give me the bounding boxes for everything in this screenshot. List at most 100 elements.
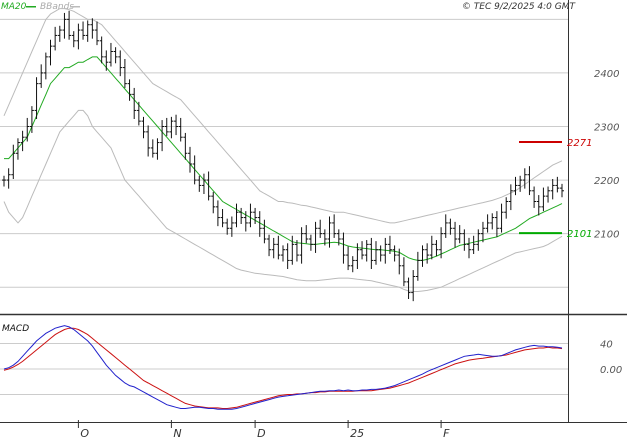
macd-signal-line (3, 327, 563, 409)
ohlc-bar (155, 138, 160, 160)
ohlc-bar (215, 200, 220, 227)
ohlc-bar (322, 229, 327, 246)
ohlc-bar (439, 227, 444, 259)
ohlc-bar (360, 241, 365, 260)
ohlc-bar (536, 195, 541, 216)
ohlc-bar (169, 116, 174, 139)
x-axis: O N D 25 F (77, 420, 450, 440)
ohlc-bar (146, 125, 151, 157)
ohlc-bar (332, 214, 337, 238)
ohlc-bar (29, 106, 34, 133)
ohlc-bar (234, 203, 239, 228)
ohlc-bar (355, 243, 360, 269)
ohlc-bar (90, 18, 95, 39)
ohlc-bar (518, 175, 523, 192)
x-axis-label: N (173, 427, 181, 440)
macd-title: MACD (2, 324, 29, 334)
ohlc-bar (239, 207, 244, 224)
ohlc-bar (387, 235, 392, 254)
ohlc-bar (11, 144, 16, 179)
resistance-level-label: 2271 (567, 138, 592, 149)
ohlc-bar (494, 211, 499, 237)
ohlc-bar (39, 64, 44, 88)
ohlc-bar (425, 243, 430, 264)
ohlc-bar (229, 216, 234, 237)
timestamp: © TEC 9/2/2025 4:0 GMT (462, 2, 577, 12)
ohlc-bar (346, 246, 351, 271)
price-y-tick-label: 2200 (594, 176, 619, 187)
ohlc-bar (15, 138, 20, 160)
ohlc-bar (276, 235, 281, 260)
ohlc-bar (53, 26, 58, 51)
ohlc-bar (453, 221, 458, 248)
ohlc-bar (206, 171, 211, 201)
ohlc-bar (327, 216, 332, 248)
ohlc-bar (178, 117, 183, 142)
ohlc-bar (48, 39, 53, 66)
ohlc-bar (304, 225, 309, 244)
ohlc-bar (243, 211, 248, 232)
ohlc-bar (95, 21, 99, 46)
ohlc-bar (318, 219, 323, 238)
ohlc-bar (485, 214, 490, 233)
ohlc-bar (164, 117, 169, 137)
ohlc-bar (253, 207, 258, 224)
ohlc-bar (225, 218, 230, 235)
ohlc-bar (550, 179, 555, 200)
bband-lower-line (3, 109, 563, 292)
ohlc-bar (313, 221, 318, 253)
ohlc-bar (211, 191, 216, 214)
ohlc-bar (20, 130, 25, 152)
ohlc-bar (462, 229, 467, 251)
ohlc-bar (122, 59, 127, 88)
macd-main-line (3, 325, 563, 410)
x-axis-label: F (443, 427, 450, 440)
ohlc-bar (136, 101, 141, 126)
ohlc-bar (350, 256, 355, 273)
ohlc-bar (504, 197, 509, 219)
ohlc-bar (108, 42, 113, 67)
ohlc-bar (257, 211, 262, 237)
price-y-tick-label: 2100 (594, 230, 619, 241)
ohlc-bar (378, 245, 383, 262)
ohlc-bar (411, 270, 416, 302)
ohlc-bar (6, 168, 11, 189)
legend-ma20-swatch (26, 6, 36, 8)
ohlc-bar (522, 168, 527, 189)
support-level-label: 2101 (567, 229, 592, 240)
ohlc-bar (541, 187, 546, 212)
ohlc-bar (294, 240, 299, 262)
price-y-tick-label: 2400 (594, 69, 619, 80)
legend-bbands-swatch (70, 6, 80, 8)
ohlc-bar (220, 209, 225, 228)
ohlc-bar (476, 229, 481, 251)
macd-y-tick-label: 40 (600, 340, 613, 351)
ohlc-bars-layer (2, 10, 564, 302)
ohlc-bar (192, 155, 197, 185)
ohlc-bar (62, 12, 67, 39)
ohlc-bar (71, 31, 76, 48)
ohlc-bar (267, 234, 272, 257)
ohlc-bar (197, 175, 202, 192)
ohlc-bar (499, 203, 504, 233)
ohlc-bar (392, 245, 397, 262)
ohlc-bar (336, 229, 341, 246)
x-axis-label: 25 (350, 427, 364, 440)
ohlc-bar (415, 251, 420, 281)
y-axis-labels: 2100 2200 2300 2400 0.00 40 (594, 69, 622, 376)
ohlc-bar (406, 277, 411, 299)
ohlc-bar (364, 240, 369, 262)
ohlc-bar (160, 120, 165, 152)
ohlc-bar (429, 235, 434, 260)
ohlc-bar (397, 248, 402, 275)
ohlc-bar (248, 203, 253, 228)
ohlc-bar (546, 186, 551, 203)
ohlc-bar (401, 257, 406, 287)
ohlc-bar (467, 237, 471, 259)
legend-bbands: BBands (40, 2, 74, 12)
ohlc-bar (532, 186, 537, 208)
x-axis-label: O (80, 427, 89, 440)
ohlc-bar (508, 184, 513, 211)
ohlc-bar (99, 36, 104, 64)
